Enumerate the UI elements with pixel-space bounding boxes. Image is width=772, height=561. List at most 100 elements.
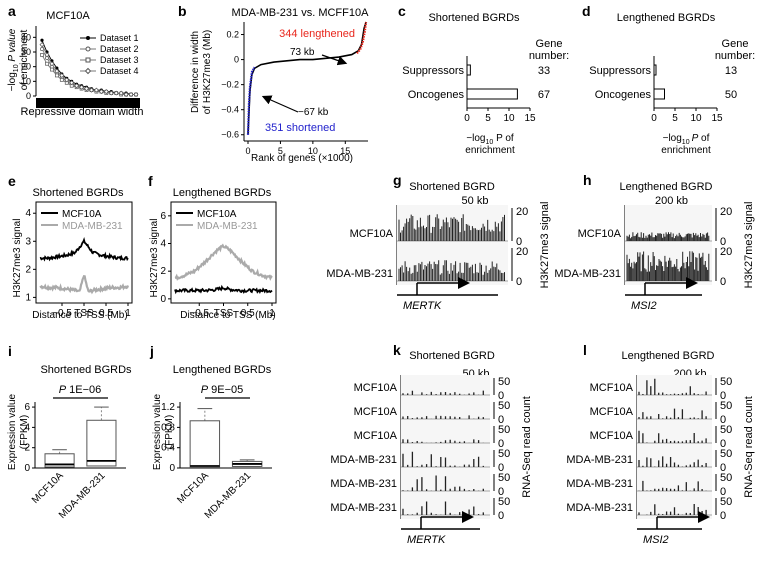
- x-tick-label: 5: [672, 113, 678, 124]
- panel-i-ylabel-2: (FPKM): [19, 415, 30, 449]
- track-label: MCF10A: [590, 406, 634, 418]
- data-point: [93, 87, 99, 93]
- track-label: MDA-MB-231: [566, 478, 633, 490]
- tick-label: 0: [720, 462, 726, 474]
- panel-a-xlabel: Repressive domain width: [21, 106, 144, 118]
- panel-c-xlabel-2: enrichment: [465, 145, 515, 156]
- legend-label: MCF10A: [62, 209, 102, 220]
- track-label: MDA-MB-231: [330, 454, 397, 466]
- bar-oncogenes: [653, 88, 665, 100]
- data-point: [113, 90, 119, 96]
- panel-c-gene-header: Gene: [536, 38, 563, 50]
- panel-d: d Lengthened BGRDs Gene number: 0 5 10 15 Su…: [582, 3, 755, 156]
- y-tick-label: 0: [160, 294, 166, 305]
- panel-d-title: Lengthened BGRDs: [617, 12, 716, 24]
- legend-label: MCF10A: [197, 209, 237, 220]
- x-tick-label: 10: [503, 113, 515, 124]
- x-tick-label: 0.5: [99, 308, 113, 319]
- panel-letter-e: e: [8, 173, 16, 189]
- y-tick-label: 4: [25, 208, 31, 219]
- legend-marker: [84, 67, 92, 75]
- y-tick-label: 4: [24, 422, 30, 433]
- data-point: [59, 72, 65, 78]
- tick-label: 0: [498, 462, 504, 474]
- track-label: MCF10A: [350, 228, 394, 240]
- y-tick-label: 0.2: [226, 30, 239, 40]
- x-tick-label: 1: [125, 308, 131, 319]
- panel-b-axes: 0.2 0 −0.2 −0.4 −0.6 0 5 10 15: [221, 21, 368, 156]
- profile-mda-mb-231: [174, 243, 273, 281]
- track-label: MCF10A: [354, 430, 398, 442]
- track-title: Lengthened BGRD: [622, 350, 715, 362]
- panel-b-ylabel: Difference in width: [190, 31, 201, 113]
- legend-marker: [86, 36, 90, 40]
- tick-label: 50: [498, 472, 510, 484]
- panel-letter-d: d: [582, 3, 591, 19]
- tick-label: 0: [516, 236, 522, 248]
- tick-label: 0: [720, 486, 726, 498]
- signal-bars: [626, 251, 710, 281]
- y-tick-label: 0: [24, 463, 30, 474]
- x-tick-label: 5: [278, 146, 283, 156]
- y-tick-label: −0.2: [221, 80, 239, 90]
- legend-label: Dataset 3: [100, 55, 139, 65]
- y-tick-label: 0.8: [161, 422, 175, 433]
- data-point: [133, 92, 139, 98]
- y-tick-label: 0.4: [161, 443, 175, 454]
- scale-label: 200 kb: [655, 195, 688, 207]
- track-bg: [401, 399, 490, 423]
- track-ylabel: H3K27me3 signal: [743, 202, 755, 289]
- x-tick-label: 0: [464, 113, 470, 124]
- tick-label: 20: [720, 246, 732, 258]
- y-tick-label: 2: [160, 266, 166, 277]
- track-title: Shortened BGRD: [409, 181, 495, 193]
- x-category-label: MCF10A: [30, 470, 66, 506]
- y-tick-label: 0: [169, 463, 175, 474]
- track-label: MCF10A: [590, 430, 634, 442]
- x-tick-label: 10: [690, 113, 702, 124]
- panel-letter: l: [583, 342, 587, 358]
- tick-label: 0: [720, 510, 726, 522]
- data-point: [74, 83, 80, 89]
- data-point: [88, 87, 94, 93]
- data-point: [123, 92, 129, 98]
- track-bg: [637, 375, 712, 399]
- tick-label: 0: [498, 390, 504, 402]
- y-tick-label: 40: [21, 32, 31, 42]
- category-label: Oncogenes: [595, 89, 652, 101]
- tick-label: 50: [720, 424, 732, 436]
- track-label: MDA-MB-231: [554, 268, 621, 280]
- data-point: [54, 68, 60, 74]
- label-minus-67kb: −67 kb: [298, 107, 329, 118]
- panel-b-ylabel-2: of H3K27me3 (Mb): [202, 30, 213, 114]
- y-tick-label: 1.2: [161, 402, 175, 413]
- tick-label: 0: [720, 236, 726, 248]
- track-label: MDA-MB-231: [566, 502, 633, 514]
- data-point: [40, 47, 44, 52]
- panel-j-ylabel-2: (FPKM): [164, 415, 175, 449]
- data-point: [39, 42, 45, 48]
- label-73kb: 73 kb: [290, 47, 315, 58]
- x-tick-label: 0: [651, 113, 657, 124]
- legend-marker: [85, 57, 91, 63]
- panel-i-ylabel: Expression value: [7, 393, 18, 470]
- tick-label: 0: [720, 276, 726, 288]
- tick-label: 0: [720, 390, 726, 402]
- data-point: [40, 53, 44, 57]
- gene-name: MERTK: [407, 534, 446, 546]
- track-bg: [401, 423, 490, 447]
- tick-label: 50: [720, 472, 732, 484]
- tick-label: 0: [498, 438, 504, 450]
- panel-b-xlabel: Rank of genes (×1000): [251, 153, 353, 164]
- x-tick-label: TSS: [74, 308, 94, 319]
- x-tick-label: 15: [524, 113, 536, 124]
- tick-label: 20: [516, 246, 528, 258]
- tick-label: 50: [498, 448, 510, 460]
- panel-b-title: MDA-MB-231 vs. MCFF10A: [232, 7, 370, 19]
- track-label: MCF10A: [590, 382, 634, 394]
- y-tick-label: 1: [25, 292, 31, 303]
- tick-label: 50: [720, 400, 732, 412]
- panel-e-xlabel: Distance to TSS (Mb): [32, 310, 127, 321]
